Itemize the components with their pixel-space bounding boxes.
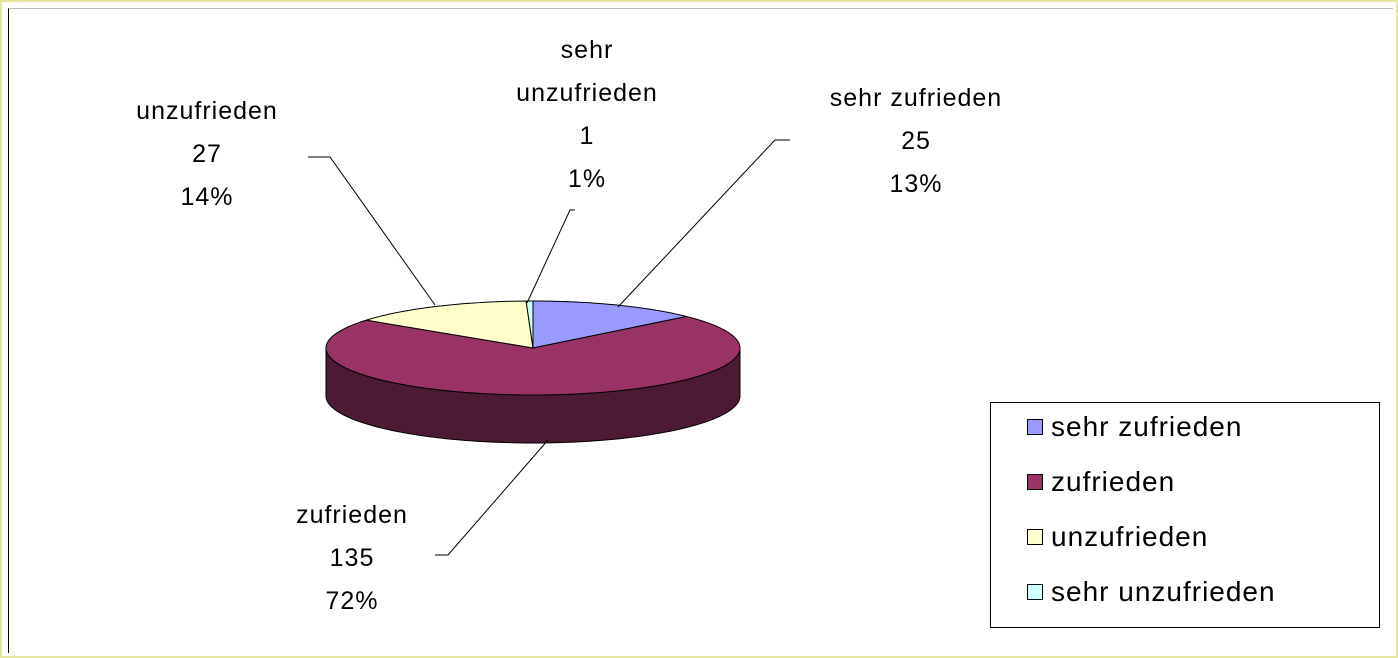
data-label: sehr unzufrieden 1 1% bbox=[512, 29, 662, 201]
label-name: sehr zufrieden bbox=[829, 84, 1003, 112]
label-percent: 14% bbox=[180, 183, 234, 211]
plot-frame bbox=[8, 8, 1393, 653]
leader-line bbox=[526, 209, 575, 304]
label-percent: 72% bbox=[325, 587, 379, 615]
leader-line bbox=[308, 156, 436, 306]
legend-label: unzufrieden bbox=[1051, 521, 1209, 552]
data-label: sehr zufrieden 25 13% bbox=[786, 77, 1046, 206]
label-percent: 13% bbox=[889, 170, 943, 198]
legend-entry: unzufrieden bbox=[1027, 521, 1208, 553]
slice bbox=[525, 300, 534, 349]
label-value: 27 bbox=[192, 140, 222, 168]
legend-label: zufrieden bbox=[1051, 466, 1176, 497]
slice bbox=[325, 315, 741, 396]
legend-entry: sehr unzufrieden bbox=[1027, 576, 1276, 608]
leader-line bbox=[617, 139, 790, 308]
legend-swatch bbox=[1027, 583, 1043, 600]
legend-label: sehr unzufrieden bbox=[1051, 576, 1276, 607]
legend-swatch bbox=[1027, 473, 1043, 490]
slice bbox=[532, 300, 687, 349]
legend-entry: zufrieden bbox=[1027, 466, 1175, 498]
label-value: 25 bbox=[901, 127, 931, 155]
legend-swatch bbox=[1027, 418, 1043, 435]
label-name: sehr unzufrieden bbox=[516, 36, 658, 107]
data-label: unzufrieden 27 14% bbox=[107, 90, 307, 219]
legend-entry: sehr zufrieden bbox=[1027, 411, 1242, 443]
data-label: zufrieden 135 72% bbox=[252, 494, 452, 623]
label-value: 1 bbox=[579, 122, 595, 150]
legend: sehr zufrieden zufrieden unzufrieden sehr u… bbox=[990, 402, 1380, 628]
label-value: 135 bbox=[329, 544, 375, 572]
leader-line bbox=[435, 439, 549, 556]
label-percent: 1% bbox=[567, 165, 607, 193]
legend-label: sehr zufrieden bbox=[1051, 411, 1243, 442]
label-name: zufrieden bbox=[296, 501, 408, 529]
slice bbox=[366, 300, 534, 349]
legend-swatch bbox=[1027, 528, 1043, 545]
label-name: unzufrieden bbox=[136, 97, 278, 125]
